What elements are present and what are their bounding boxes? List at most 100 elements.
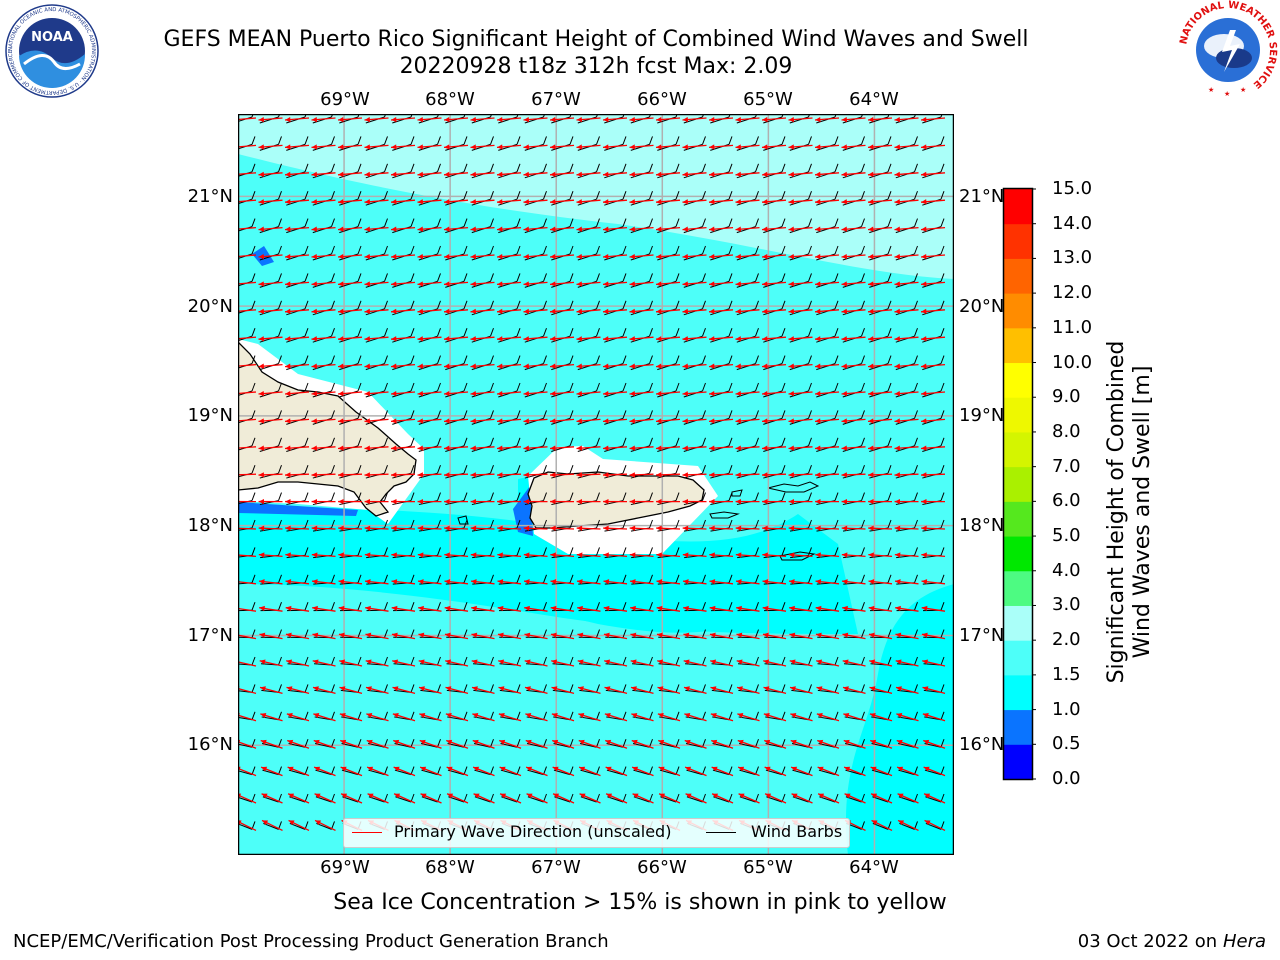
wave-arrow-head: [258, 363, 265, 369]
wind-barb-flag: [463, 437, 468, 446]
wind-barb-flag: [728, 328, 733, 337]
wind-barb-flag: [781, 355, 786, 364]
wave-arrow-head: [497, 116, 503, 123]
wind-barb-flag: [808, 684, 812, 693]
wave-arrow-head: [417, 390, 424, 397]
wave-arrow-head: [762, 199, 768, 205]
vieques-island: [709, 511, 740, 519]
wind-barb-flag: [331, 328, 335, 337]
wind-barb-flag: [331, 273, 335, 282]
wind-barb-flag: [861, 656, 865, 666]
wind-barb-flag: [914, 793, 918, 803]
wind-barb-flag: [516, 382, 521, 392]
wave-arrow-head: [470, 390, 477, 397]
wind-barb-flag: [781, 684, 786, 693]
colorbar-tick-label: 1.5: [1052, 663, 1081, 685]
wave-arrow-head: [735, 199, 742, 205]
wind-barb-flag: [622, 492, 627, 501]
wind-barb-flag: [569, 437, 574, 446]
wave-arrow-head: [258, 281, 265, 287]
wave-arrow-head: [391, 525, 397, 531]
wind-barb-flag: [569, 410, 574, 419]
wind-barb-flag: [569, 273, 574, 282]
wind-barb-flag: [914, 519, 918, 529]
wave-arrow-head: [894, 472, 901, 478]
lat-label-right-16n: 16°N: [959, 734, 1005, 755]
wave-arrow-head: [710, 659, 717, 665]
wave-arrow-head: [603, 253, 609, 260]
wave-arrow-head: [417, 552, 424, 558]
wave-arrow-head: [258, 390, 265, 397]
wind-barb-flag: [569, 382, 574, 392]
chart-title: GEFS MEAN Puerto Rico Significant Height…: [163, 27, 1029, 52]
wave-arrow-head: [576, 308, 583, 314]
wind-barb-flag: [251, 245, 256, 255]
wave-arrow-head: [682, 363, 689, 369]
wave-arrow-head: [735, 281, 742, 287]
wave-arrow-head: [868, 199, 874, 205]
wind-barb-flag: [702, 218, 706, 227]
wave-arrow-head: [921, 116, 927, 123]
wave-arrow-head: [285, 525, 291, 531]
wind-barb-flag: [437, 766, 441, 775]
wave-arrow-head: [285, 253, 291, 260]
wind-barb-flag: [410, 191, 415, 200]
wave-arrow-head: [841, 116, 848, 123]
wind-barb-flag: [940, 711, 945, 720]
wave-arrow-head: [629, 552, 636, 558]
wave-arrow-head: [285, 363, 291, 369]
wind-barb-flag: [463, 602, 468, 611]
wave-arrow-head: [815, 525, 821, 531]
wave-arrow-head: [658, 739, 665, 745]
wind-barb-flag: [304, 766, 309, 775]
wave-arrow-head: [420, 793, 427, 799]
wave-arrow-head: [788, 525, 795, 531]
footer-date-text: 03 Oct 2022 on: [1077, 931, 1223, 952]
wave-arrow-head: [523, 308, 530, 314]
wind-barb-flag: [940, 684, 945, 693]
wind-barb-flag: [596, 711, 600, 720]
wave-arrow-head: [788, 552, 795, 558]
wind-barb-flag: [278, 273, 282, 282]
footer-date: 03 Oct 2022 on Hera: [1078, 931, 1266, 952]
wave-arrow-head: [523, 226, 530, 232]
wind-barb-flag: [543, 602, 547, 611]
wave-arrow-head: [391, 116, 397, 123]
wind-barb-flag: [596, 410, 600, 419]
wind-barb-flag: [622, 136, 627, 145]
wave-arrow-head: [921, 308, 927, 314]
wind-barb-flag: [728, 218, 733, 227]
colorbar-label: Significant Height of Combined Wind Wave…: [1104, 302, 1156, 722]
wind-barb-flag: [516, 574, 521, 583]
wave-arrow-head: [444, 525, 450, 531]
wave-arrow-head: [576, 199, 583, 205]
wind-barb-flag: [463, 328, 468, 337]
wave-arrow-head: [444, 363, 450, 369]
wave-arrow-head: [868, 226, 874, 232]
wave-contour-0-5a: [238, 502, 358, 516]
wind-barb-flag: [808, 492, 812, 501]
wave-arrow-head: [629, 579, 636, 585]
colorbar-bin: [1004, 223, 1032, 259]
wave-arrow-head: [735, 253, 742, 260]
wind-barb-flag: [384, 465, 388, 474]
wind-barb-flag: [490, 245, 494, 255]
wind-barb-flag: [596, 793, 600, 803]
wave-arrow-head: [604, 686, 611, 692]
wind-barb-flag: [834, 492, 839, 501]
wind-barb-flag: [755, 355, 759, 364]
wave-arrow: [238, 527, 257, 530]
wind-barb-flag: [649, 684, 653, 693]
wave-arrow-head: [924, 793, 931, 799]
wave-arrow-head: [842, 632, 849, 638]
wave-arrow-head: [523, 281, 530, 287]
wind-barb-flag: [516, 465, 521, 474]
wave-arrow-head: [576, 281, 583, 287]
wind-barb-flag: [410, 766, 415, 775]
wind-barb-flag: [861, 574, 865, 583]
wind-barb-flag: [543, 684, 547, 693]
wind-barb-flag: [437, 382, 441, 392]
wave-arrow-head: [921, 171, 927, 177]
wave-arrow-head: [815, 552, 821, 558]
wind-barb-flag: [331, 711, 335, 720]
